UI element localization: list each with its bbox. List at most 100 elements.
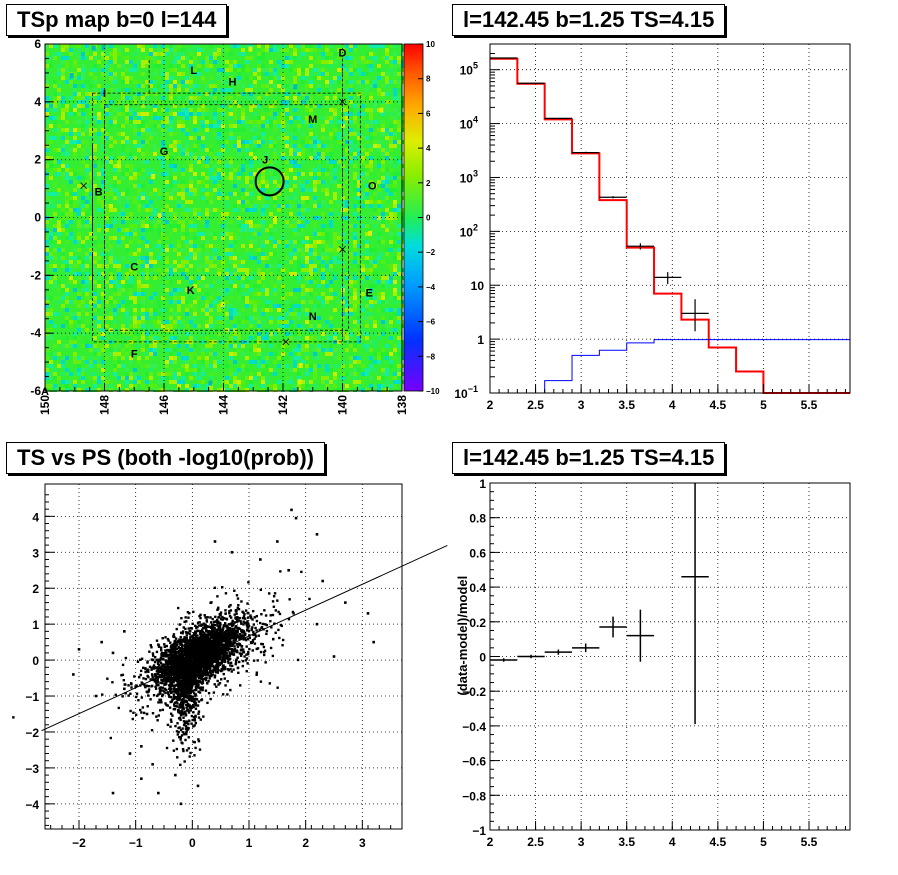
- map-cell: [205, 360, 209, 364]
- map-cell: [289, 144, 293, 148]
- map-cell: [401, 76, 405, 80]
- map-cell: [189, 228, 193, 232]
- map-cell: [213, 368, 217, 372]
- map-cell: [49, 376, 53, 380]
- map-cell: [69, 148, 73, 152]
- map-cell: [193, 208, 197, 212]
- map-cell: [389, 188, 393, 192]
- spec-xtick-label: 4: [669, 398, 676, 412]
- map-cell: [113, 320, 117, 324]
- map-cell: [357, 104, 361, 108]
- map-cell: [265, 264, 269, 268]
- scatter-point: [247, 622, 250, 625]
- map-cell: [105, 340, 109, 344]
- map-cell: [333, 308, 337, 312]
- map-cell: [241, 224, 245, 228]
- map-cell: [349, 300, 353, 304]
- map-cell: [125, 68, 129, 72]
- map-cell: [373, 56, 377, 60]
- map-cell: [213, 60, 217, 64]
- map-cell: [189, 224, 193, 228]
- map-cell: [401, 236, 405, 240]
- map-cell: [69, 76, 73, 80]
- map-cell: [381, 240, 385, 244]
- map-cell: [113, 364, 117, 368]
- map-cell: [397, 176, 401, 180]
- map-cell: [269, 320, 273, 324]
- map-cell: [89, 132, 93, 136]
- map-cell: [217, 136, 221, 140]
- map-cell: [245, 56, 249, 60]
- map-cell: [285, 332, 289, 336]
- map-cell: [133, 92, 137, 96]
- map-cell: [89, 108, 93, 112]
- map-cell: [141, 324, 145, 328]
- map-cell: [337, 328, 341, 332]
- map-cell: [81, 68, 85, 72]
- map-cell: [285, 56, 289, 60]
- map-cell: [305, 44, 309, 48]
- map-cell: [273, 304, 277, 308]
- colorbar-tick-label: −10: [426, 387, 440, 396]
- map-cell: [357, 332, 361, 336]
- map-cell: [161, 104, 165, 108]
- map-cell: [69, 260, 73, 264]
- map-cell: [145, 104, 149, 108]
- map-cell: [365, 292, 369, 296]
- map-cell: [217, 100, 221, 104]
- map-cell: [193, 364, 197, 368]
- map-cell: [85, 144, 89, 148]
- map-cell: [261, 328, 265, 332]
- map-cell: [141, 140, 145, 144]
- map-cell: [177, 88, 181, 92]
- map-cell: [261, 336, 265, 340]
- map-cell: [157, 188, 161, 192]
- map-cell: [369, 160, 373, 164]
- map-cell: [261, 228, 265, 232]
- map-cell: [241, 196, 245, 200]
- map-cell: [145, 92, 149, 96]
- map-cell: [205, 244, 209, 248]
- map-cell: [345, 288, 349, 292]
- map-cell: [185, 268, 189, 272]
- map-cell: [329, 224, 333, 228]
- map-cell: [385, 344, 389, 348]
- map-cell: [129, 116, 133, 120]
- map-cell: [213, 188, 217, 192]
- map-cell: [337, 180, 341, 184]
- map-cell: [145, 56, 149, 60]
- map-cell: [45, 240, 49, 244]
- map-cell: [189, 164, 193, 168]
- map-cell: [85, 200, 89, 204]
- map-cell: [345, 204, 349, 208]
- map-cell: [101, 316, 105, 320]
- map-cell: [245, 248, 249, 252]
- map-cell: [393, 220, 397, 224]
- map-cell: [81, 264, 85, 268]
- map-cell: [81, 212, 85, 216]
- map-cell: [389, 180, 393, 184]
- map-cell: [309, 236, 313, 240]
- map-cell: [189, 100, 193, 104]
- map-cell: [381, 132, 385, 136]
- map-cell: [133, 52, 137, 56]
- map-cell: [141, 344, 145, 348]
- map-cell: [325, 376, 329, 380]
- map-cell: [325, 60, 329, 64]
- map-cell: [89, 344, 93, 348]
- map-cell: [57, 248, 61, 252]
- map-cell: [213, 308, 217, 312]
- map-cell: [333, 372, 337, 376]
- map-cell: [129, 264, 133, 268]
- map-cell: [81, 100, 85, 104]
- map-cell: [169, 84, 173, 88]
- map-cell: [117, 304, 121, 308]
- map-cell: [361, 336, 365, 340]
- map-cell: [393, 380, 397, 384]
- map-cell: [249, 76, 253, 80]
- map-cell: [149, 48, 153, 52]
- map-cell: [65, 104, 69, 108]
- map-cell: [229, 108, 233, 112]
- map-cell: [285, 344, 289, 348]
- map-cell: [385, 248, 389, 252]
